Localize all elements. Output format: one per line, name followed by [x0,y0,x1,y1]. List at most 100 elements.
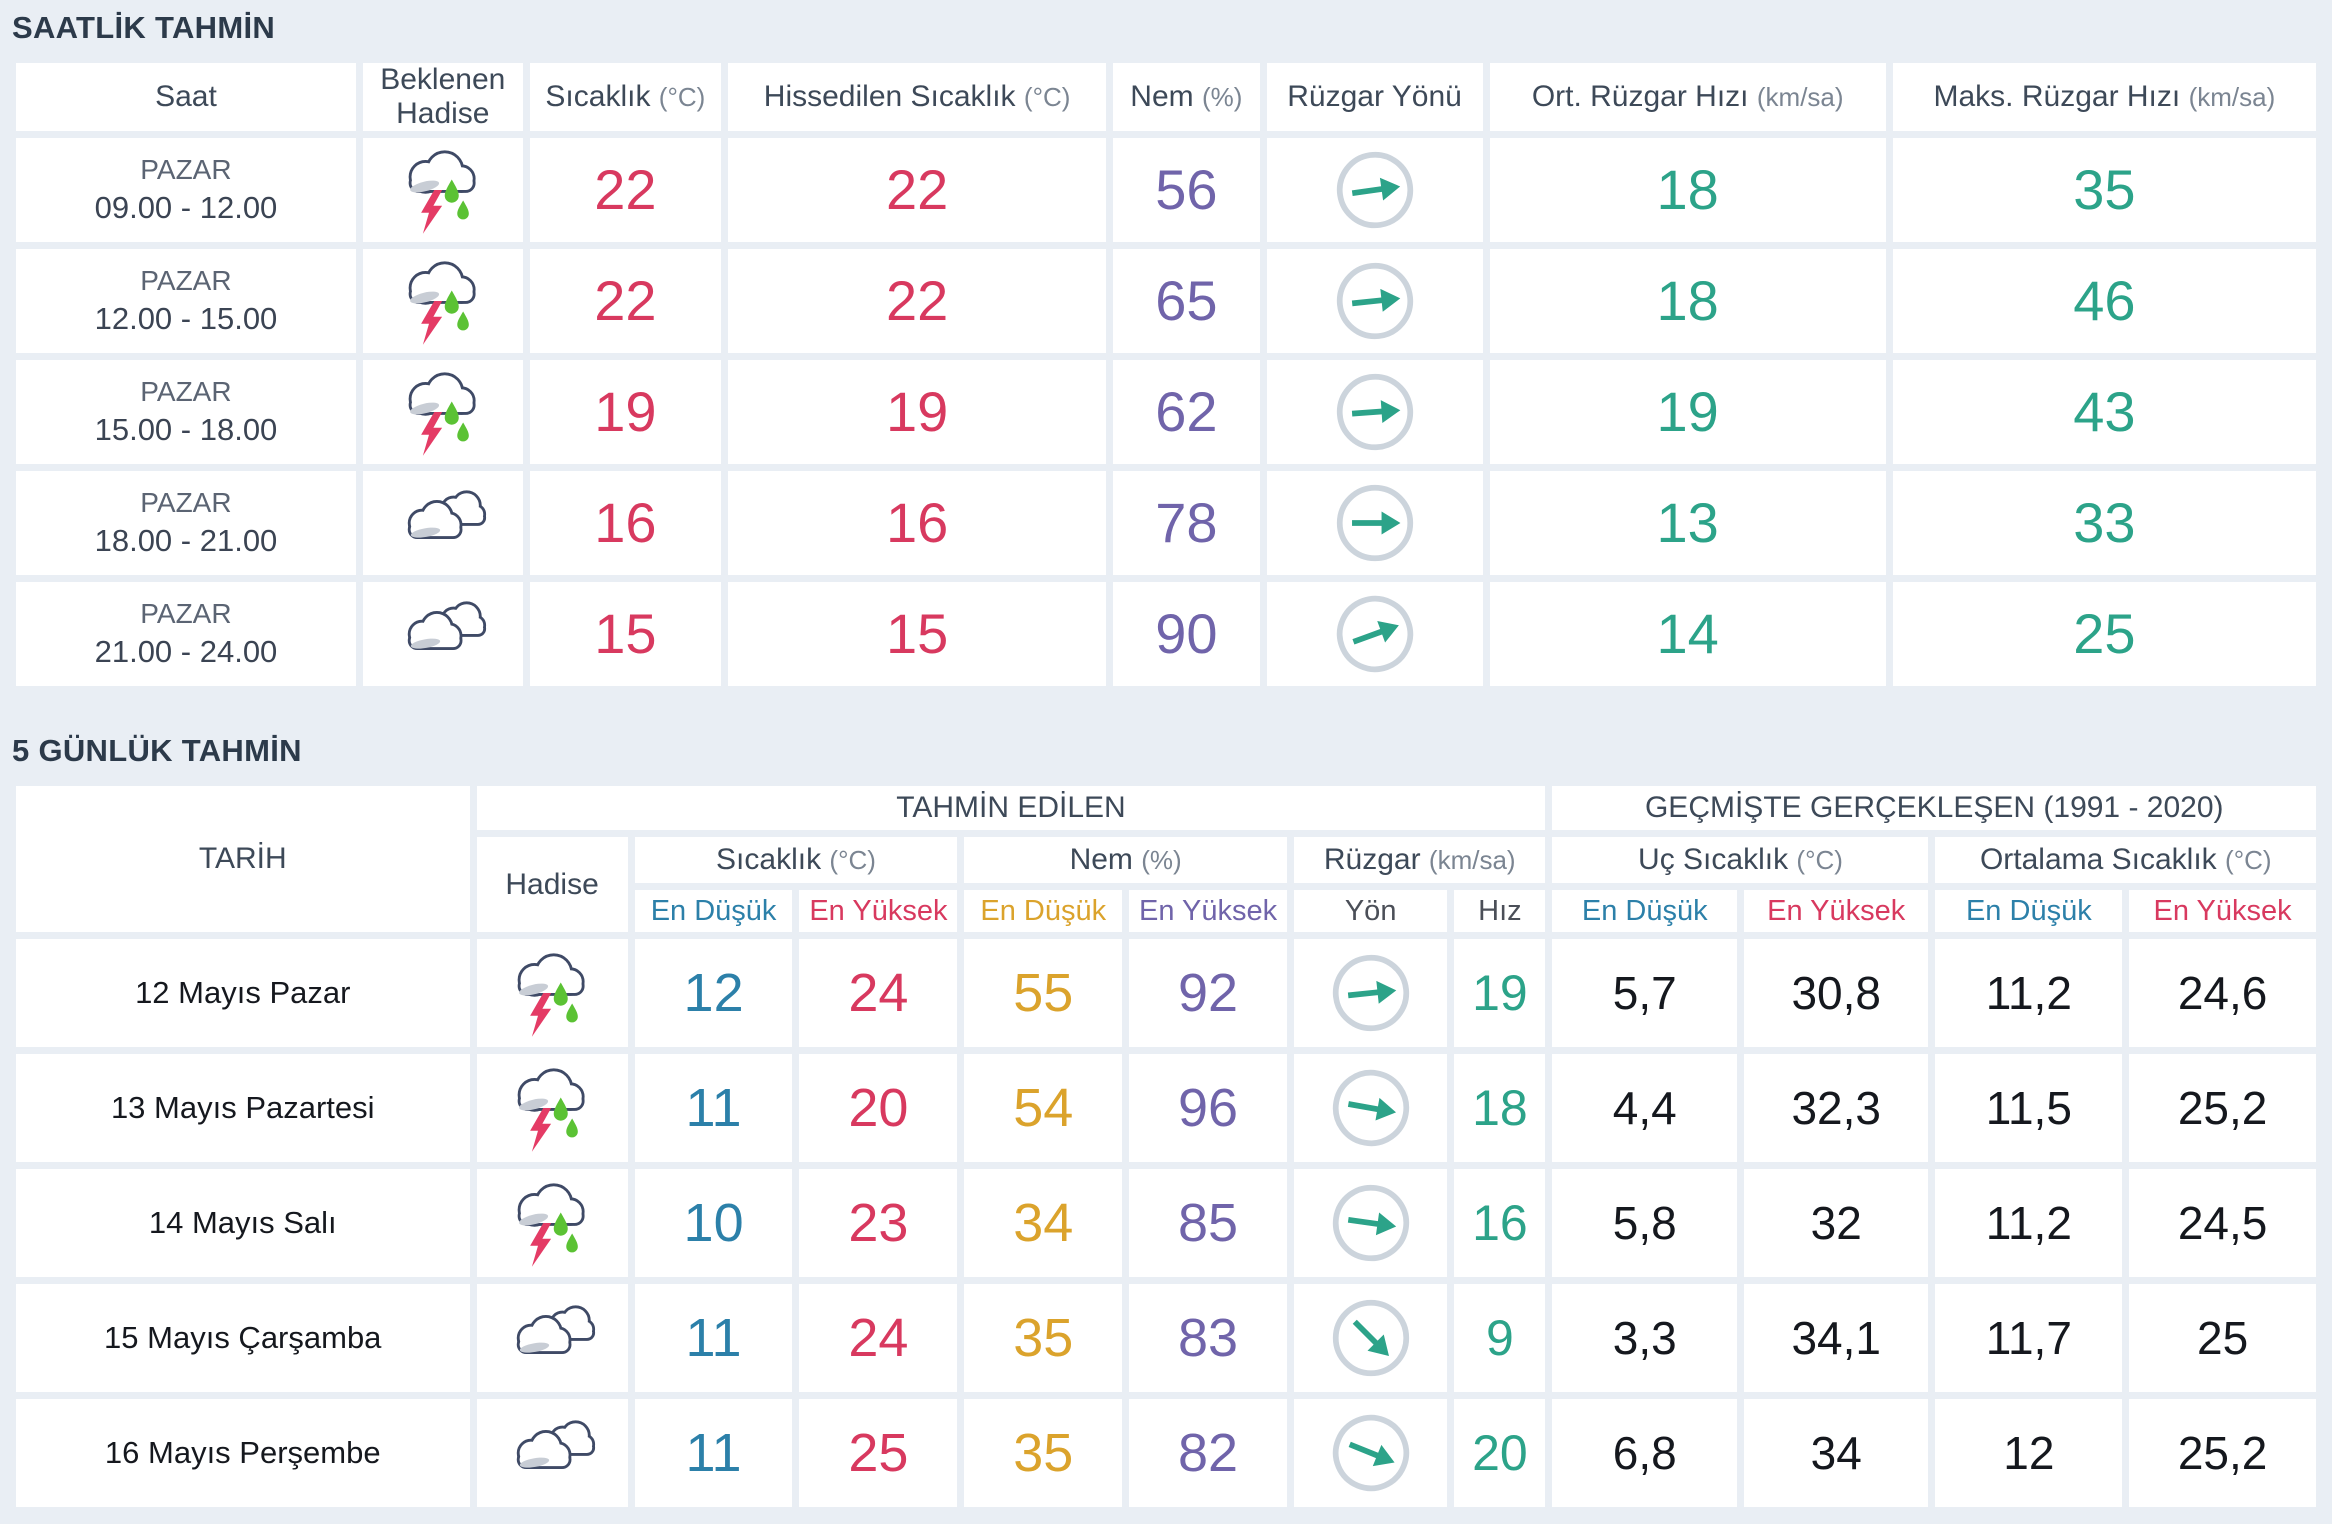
wind-speed-cell: 18 [1454,1054,1546,1162]
time-cell: PAZAR 15.00 - 18.00 [16,360,356,464]
temp-max-value: 25 [848,1423,909,1483]
wind-max-value: 33 [2073,491,2136,554]
humidity-value: 56 [1155,158,1218,221]
wind-avg-cell: 13 [1489,471,1886,575]
col-header-temp-label: Sıcaklık [716,843,822,876]
col-header-humidity: Nem (%) [1113,63,1260,131]
average-min-cell: 11,2 [1935,939,2123,1047]
humidity-min-cell: 35 [964,1399,1123,1507]
wind-direction-icon [1326,948,1416,1038]
feels-cell: 22 [728,138,1107,242]
average-min-cell: 11,2 [1935,1169,2123,1277]
subheader-wind-dir: Yön [1293,890,1448,932]
event-cell [362,582,523,686]
extreme-min-value: 6,8 [1612,1427,1677,1479]
day-label: PAZAR [140,153,232,185]
hourly-section-title: SAATLİK TAHMİN [12,10,276,45]
time-cell: PAZAR 21.00 - 24.00 [16,582,356,686]
temp-min-cell: 11 [634,1054,793,1162]
feels-cell: 16 [728,471,1107,575]
feels-cell: 19 [728,360,1107,464]
wind-direction-icon [1328,144,1421,237]
col-header-date-label: TARİH [198,842,287,875]
temp-min-value: 11 [685,1423,742,1483]
wind-speed-cell: 19 [1454,939,1546,1047]
humidity-max-cell: 96 [1129,1054,1287,1162]
thunderstorm-icon [507,1174,597,1272]
humidity-max-value: 82 [1178,1423,1239,1483]
feels-value: 15 [885,602,949,665]
humidity-cell: 65 [1113,249,1260,353]
group-header-forecast: TAHMİN EDİLEN [476,786,1546,830]
thunderstorm-icon [398,141,488,239]
col-header-event: Beklenen Hadise [362,63,523,131]
wind-direction-icon [1323,1061,1418,1156]
humidity-cell: 78 [1113,471,1260,575]
average-min-value: 11,2 [1985,1197,2072,1249]
wind-max-value: 46 [2073,269,2136,332]
extreme-max-cell: 32,3 [1743,1054,1929,1162]
subheader-wind-speed: Hız [1454,890,1546,932]
time-range-label: 21.00 - 24.00 [94,634,278,670]
average-min-value: 11,7 [1985,1312,2072,1364]
extreme-max-value: 30,8 [1791,967,1881,1019]
temp-cell: 16 [529,471,722,575]
wind-direction-icon [1317,1400,1424,1507]
daily-row: 14 Mayıs Salı 10 23 34 85 16 5,8 32 11,2… [16,1169,2316,1277]
extreme-min-cell: 5,8 [1552,1169,1737,1277]
temp-min-cell: 10 [634,1169,793,1277]
col-header-feels-unit: (°C) [1023,82,1071,112]
cloudy-icon [398,474,488,572]
temp-max-cell: 20 [799,1054,958,1162]
extreme-max-cell: 32 [1743,1169,1929,1277]
humidity-min-value: 55 [1013,963,1074,1023]
col-header-wind-dir: Rüzgar Yönü [1266,63,1483,131]
wind-avg-value: 18 [1656,158,1719,221]
subheader-humidity-low: En Düşük [964,890,1123,932]
temp-cell: 19 [529,360,722,464]
wind-direction-icon [1331,368,1419,456]
humidity-min-cell: 34 [964,1169,1123,1277]
group-header-historical-label: GEÇMİŞTE GERÇEKLEŞEN (1991 - 2020) [1644,791,2224,824]
event-cell [362,360,523,464]
time-range-label: 12.00 - 15.00 [94,301,278,337]
col-header-extreme-label: Uç Sıcaklık [1638,843,1789,876]
date-label: 12 Mayıs Pazar [135,975,351,1010]
col-header-wind-unit: (km/sa) [1428,845,1516,875]
humidity-min-cell: 54 [964,1054,1123,1162]
humidity-min-value: 54 [1013,1078,1074,1138]
humidity-min-cell: 55 [964,939,1123,1047]
extreme-min-value: 4,4 [1612,1082,1677,1134]
average-max-cell: 25,2 [2129,1399,2316,1507]
wind-direction-icon [1334,482,1416,564]
event-cell [476,939,628,1047]
wind-dir-cell [1266,582,1483,686]
feels-value: 19 [885,380,949,443]
group-header-forecast-label: TAHMİN EDİLEN [896,791,1126,824]
average-min-cell: 12 [1935,1399,2123,1507]
average-max-cell: 25 [2129,1284,2316,1392]
thunderstorm-icon [507,944,597,1042]
humidity-min-value: 34 [1013,1193,1074,1253]
wind-speed-value: 18 [1472,1080,1528,1136]
thunderstorm-icon [398,252,488,350]
subheader-humidity-high: En Yüksek [1129,890,1287,932]
humidity-min-value: 35 [1013,1308,1074,1368]
average-min-value: 11,2 [1985,967,2072,1019]
temp-max-value: 24 [848,1308,909,1368]
average-max-cell: 24,6 [2129,939,2316,1047]
humidity-min-value: 35 [1013,1423,1074,1483]
wind-speed-value: 16 [1472,1195,1528,1251]
hourly-row: PAZAR 21.00 - 24.00 15 15 90 14 25 [16,582,2316,686]
thunderstorm-icon [398,363,488,461]
date-cell: 13 Mayıs Pazartesi [16,1054,470,1162]
col-header-humidity: Nem (%) [964,837,1287,883]
date-label: 14 Mayıs Salı [148,1205,337,1240]
col-header-average-temp: Ortalama Sıcaklık (°C) [1935,837,2316,883]
average-max-value: 25,2 [2177,1427,2268,1479]
humidity-cell: 62 [1113,360,1260,464]
wind-max-value: 25 [2073,602,2136,665]
wind-dir-cell [1266,360,1483,464]
col-header-event-label: Hadise [505,867,599,901]
average-max-value: 24,5 [2177,1197,2268,1249]
